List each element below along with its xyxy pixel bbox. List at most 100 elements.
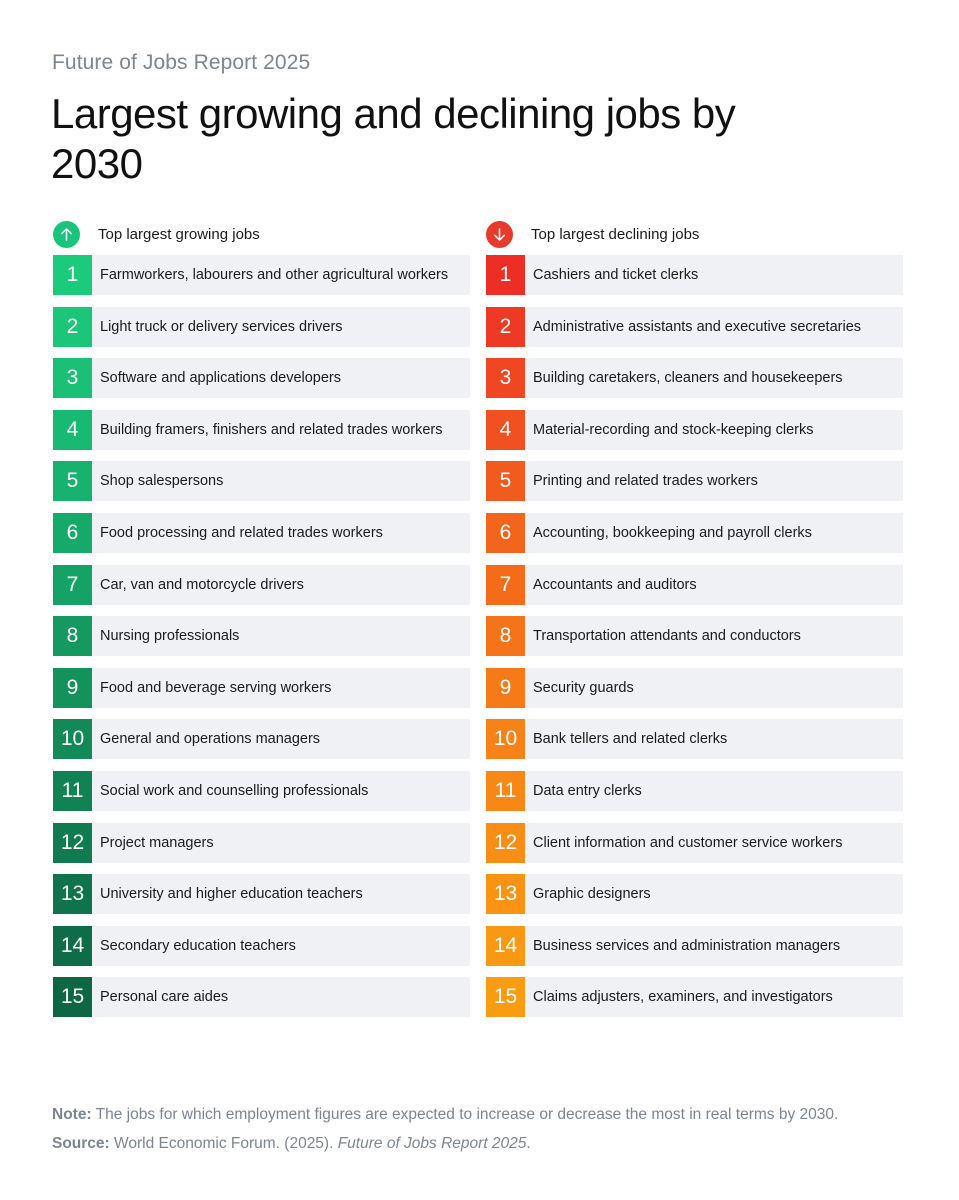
growing-job-row: 1 Farmworkers, labourers and other agricu… [53,255,470,295]
declining-job-rank: 13 [486,874,525,915]
growing-job-rank: 15 [53,977,92,1018]
declining-job-row: 8 Transportation attendants and conductor… [486,616,903,657]
declining-job-rank: 4 [486,409,525,450]
declining-job-rank: 5 [486,461,525,502]
declining-jobs-header: Top largest declining jobs [486,219,903,249]
declining-job-rank: 7 [486,564,525,605]
report-supertitle: Future of Jobs Report 2025 [52,51,311,74]
growing-job-label: Nursing professionals [92,616,470,657]
source-title: Future of Jobs Report 2025 [337,1135,527,1152]
growing-job-rank: 5 [53,461,92,502]
declining-job-row: 6 Accounting, bookkeeping and payroll cle… [486,512,903,553]
growing-job-row: 13 University and higher education teache… [53,874,470,915]
declining-jobs-list: 1 Cashiers and ticket clerks 2 Administrati… [486,255,903,1018]
source-end: . [526,1135,531,1152]
growing-job-label: Building framers, finishers and related … [92,409,470,450]
growing-jobs-title: Top largest growing jobs [98,225,260,243]
growing-job-label: Food processing and related trades worke… [92,512,470,553]
arrow-up-icon [53,220,80,248]
growing-job-label: Social work and counselling professional… [92,770,470,811]
declining-job-row: 14 Business services and administration m… [486,925,903,966]
declining-job-label: Accountants and auditors [525,564,903,605]
growing-job-row: 12 Project managers [53,822,470,863]
growing-job-label: Shop salespersons [92,461,470,502]
declining-job-label: Security guards [525,667,903,708]
growing-jobs-header: Top largest growing jobs [53,219,470,249]
declining-job-row: 10 Bank tellers and related clerks [486,719,903,760]
growing-job-rank: 4 [53,409,92,450]
growing-job-row: 15 Personal care aides [53,977,470,1018]
growing-job-row: 6 Food processing and related trades work… [53,512,470,553]
growing-job-label: University and higher education teachers [92,874,470,915]
growing-jobs-column: Top largest growing jobs 1 Farmworkers, l… [53,219,470,1029]
growing-job-row: 9 Food and beverage serving workers [53,667,470,708]
declining-job-label: Graphic designers [525,874,903,915]
declining-job-rank: 10 [486,719,525,760]
declining-job-row: 15 Claims adjusters, examiners, and inves… [486,977,903,1018]
growing-job-rank: 6 [53,512,92,553]
growing-job-label: General and operations managers [92,719,470,760]
declining-job-rank: 11 [486,770,525,811]
declining-jobs-title: Top largest declining jobs [531,225,700,243]
declining-job-row: 13 Graphic designers [486,874,903,915]
growing-job-row: 4 Building framers, finishers and related… [53,409,470,450]
page-title: Largest growing and declining jobs by 20… [51,90,736,187]
declining-job-row: 11 Data entry clerks [486,770,903,811]
declining-job-label: Bank tellers and related clerks [525,719,903,760]
declining-job-row: 7 Accountants and auditors [486,564,903,605]
declining-job-label: Material-recording and stock-keeping cle… [525,409,903,450]
declining-job-label: Administrative assistants and executive … [525,306,903,347]
declining-job-row: 4 Material-recording and stock-keeping cl… [486,409,903,450]
growing-job-row: 7 Car, van and motorcycle drivers [53,564,470,605]
growing-job-row: 11 Social work and counselling profession… [53,770,470,811]
growing-job-rank: 9 [53,667,92,708]
declining-job-rank: 9 [486,667,525,708]
growing-job-row: 10 General and operations managers [53,719,470,760]
declining-job-label: Client information and customer service … [525,822,903,863]
growing-job-row: 5 Shop salespersons [53,461,470,502]
growing-job-label: Secondary education teachers [92,925,470,966]
declining-job-label: Printing and related trades workers [525,461,903,502]
footer: Note: The jobs for which employment figu… [52,1100,942,1158]
declining-job-row: 2 Administrative assistants and executive… [486,306,903,347]
declining-job-row: 9 Security guards [486,667,903,708]
declining-job-rank: 2 [486,306,525,347]
growing-job-rank: 11 [53,770,92,811]
growing-job-row: 3 Software and applications developers [53,358,470,399]
growing-job-label: Software and applications developers [92,358,470,399]
declining-job-label: Building caretakers, cleaners and housek… [525,358,903,399]
declining-job-row: 1 Cashiers and ticket clerks [486,255,903,295]
growing-job-label: Farmworkers, labourers and other agricul… [92,255,470,295]
declining-job-rank: 3 [486,358,525,399]
growing-job-rank: 14 [53,925,92,966]
growing-job-rank: 10 [53,719,92,760]
declining-job-label: Claims adjusters, examiners, and investi… [525,977,903,1018]
growing-job-label: Car, van and motorcycle drivers [92,564,470,605]
note-text: The jobs for which employment figures ar… [95,1106,839,1123]
source-text: World Economic Forum. (2025). [114,1135,334,1152]
growing-job-label: Light truck or delivery services drivers [92,306,470,347]
growing-jobs-list: 1 Farmworkers, labourers and other agricu… [53,255,470,1018]
declining-job-rank: 15 [486,977,525,1018]
growing-job-rank: 13 [53,874,92,915]
declining-job-rank: 14 [486,925,525,966]
note-label: Note: [52,1106,92,1123]
growing-job-rank: 12 [53,822,92,863]
source: Source: World Economic Forum. (2025). Fu… [52,1129,942,1158]
declining-job-label: Transportation attendants and conductors [525,616,903,657]
declining-job-label: Business services and administration man… [525,925,903,966]
growing-job-rank: 2 [53,306,92,347]
declining-job-label: Data entry clerks [525,770,903,811]
growing-job-row: 8 Nursing professionals [53,616,470,657]
growing-job-row: 2 Light truck or delivery services driver… [53,306,470,347]
declining-job-rank: 6 [486,512,525,553]
declining-job-label: Accounting, bookkeeping and payroll cler… [525,512,903,553]
arrow-down-icon [486,220,513,248]
declining-job-rank: 1 [486,255,525,295]
declining-job-label: Cashiers and ticket clerks [525,255,903,295]
growing-job-label: Food and beverage serving workers [92,667,470,708]
declining-job-rank: 8 [486,616,525,657]
declining-job-row: 3 Building caretakers, cleaners and house… [486,358,903,399]
growing-job-rank: 3 [53,358,92,399]
growing-job-rank: 7 [53,564,92,605]
